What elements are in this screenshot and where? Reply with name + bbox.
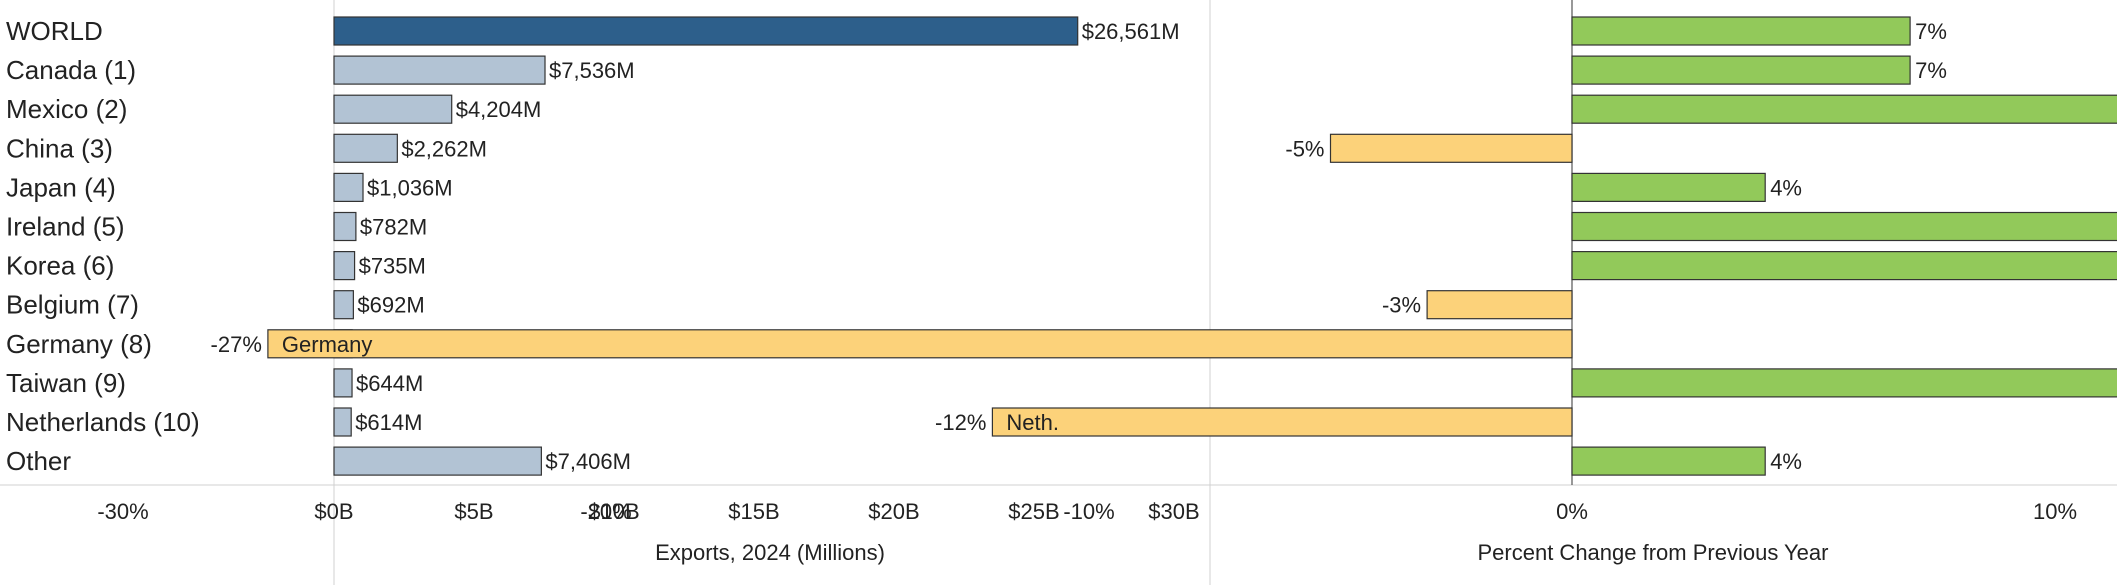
export-value-label: $7,406M: [545, 449, 631, 474]
category-label: WORLD: [6, 16, 103, 46]
change-bar: [1329, 133, 1573, 163]
change-value-label: 4%: [1770, 175, 1802, 200]
in-bar-label: Neth.: [1006, 410, 1059, 435]
export-bar: [333, 133, 398, 163]
change-bar: [1571, 16, 1911, 46]
change-value-label: -12%: [935, 410, 986, 435]
export-tick-label: $15B: [728, 499, 779, 524]
category-label: Belgium (7): [6, 290, 139, 320]
export-tick-label: $0B: [314, 499, 353, 524]
export-value-label: $735M: [359, 254, 426, 279]
change-bar: [1571, 94, 2117, 124]
export-value-label: $782M: [360, 215, 427, 240]
export-bar: [333, 446, 542, 476]
change-value-label: -5%: [1285, 136, 1324, 161]
export-bar: [333, 16, 1079, 46]
change-bar: [1571, 172, 1766, 202]
export-bar: [333, 94, 453, 124]
export-value-label: $644M: [356, 371, 423, 396]
change-tick-label: -30%: [97, 499, 148, 524]
export-tick-label: $20B: [868, 499, 919, 524]
export-tick-label: $5B: [454, 499, 493, 524]
category-label: Japan (4): [6, 172, 116, 202]
export-bar: [333, 172, 364, 202]
category-label: China (3): [6, 133, 113, 163]
category-label: Korea (6): [6, 251, 114, 281]
change-tick-label: 0%: [1556, 499, 1588, 524]
change-bar: [1571, 446, 1766, 476]
change-value-label: -27%: [211, 332, 262, 357]
export-value-label: $692M: [357, 293, 424, 318]
change-tick-label: 10%: [2033, 499, 2077, 524]
category-label: Canada (1): [6, 55, 136, 85]
export-tick-label: $30B: [1148, 499, 1199, 524]
export-bar: [333, 368, 353, 398]
export-value-label: $1,036M: [367, 175, 453, 200]
change-value-label: 7%: [1915, 19, 1947, 44]
change-bar: [1571, 251, 2117, 281]
export-bar: [333, 211, 357, 242]
category-label: Other: [6, 446, 71, 476]
in-bar-label: Germany: [282, 332, 372, 357]
export-bar: [333, 407, 352, 437]
export-tick-label: $10B: [588, 499, 639, 524]
category-label: Mexico (2): [6, 94, 127, 124]
change-bar: [991, 407, 1573, 437]
change-value-label: 4%: [1770, 449, 1802, 474]
change-bar: [1426, 290, 1573, 320]
category-label: Germany (8): [6, 329, 152, 359]
export-value-label: $614M: [355, 410, 422, 435]
change-axis-title: Percent Change from Previous Year: [1478, 540, 1829, 565]
category-label: Taiwan (9): [6, 368, 126, 398]
change-bar: [1571, 55, 1911, 85]
category-label: Netherlands (10): [6, 407, 200, 437]
change-value-label: -3%: [1382, 293, 1421, 318]
export-axis-title: Exports, 2024 (Millions): [655, 540, 885, 565]
export-value-label: $26,561M: [1082, 19, 1180, 44]
change-tick-label: -10%: [1063, 499, 1114, 524]
change-bar: [267, 329, 1573, 359]
change-bar: [1571, 211, 2117, 242]
change-value-label: 7%: [1915, 58, 1947, 83]
export-bar: [333, 290, 354, 320]
export-bar: [333, 251, 356, 281]
export-value-label: $7,536M: [549, 58, 635, 83]
change-tick-label: -20%: [580, 499, 631, 524]
category-label: Ireland (5): [6, 212, 125, 242]
export-bar: [333, 55, 546, 85]
change-bar: [1571, 368, 2117, 398]
export-value-label: $4,204M: [456, 97, 542, 122]
export-value-label: $2,262M: [401, 136, 487, 161]
export-tick-label: $25B: [1008, 499, 1059, 524]
